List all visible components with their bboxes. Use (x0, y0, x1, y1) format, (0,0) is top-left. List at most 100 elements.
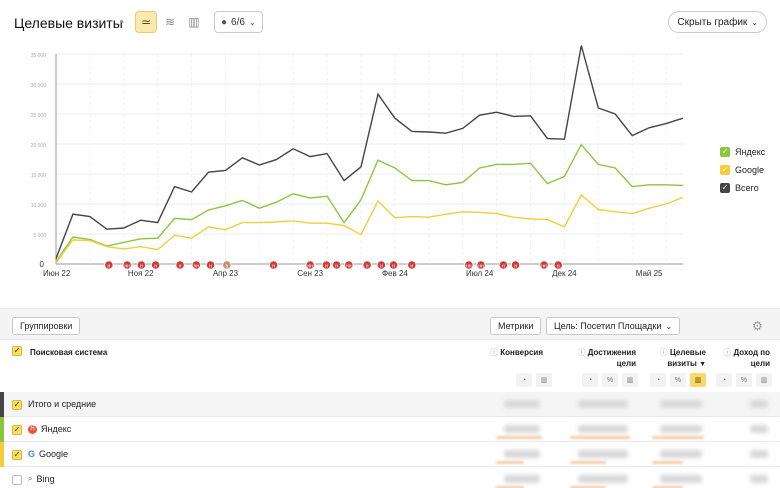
event-marker (191, 260, 202, 270)
event-marker-label: в (225, 263, 228, 269)
event-marker-label: н (272, 263, 275, 269)
row-checkbox[interactable] (12, 475, 22, 485)
obscured-value (578, 475, 628, 483)
event-marker (388, 260, 399, 270)
share-underline (652, 436, 704, 439)
bar-chart-icon[interactable]: ▥ (756, 373, 772, 387)
legend-checkbox[interactable]: ✓ (720, 165, 730, 175)
legend-item[interactable]: ✓ Яндекс (720, 143, 765, 161)
column-label: Доход по цели (733, 348, 770, 368)
obscured-value (750, 425, 768, 433)
x-tick-label: Дек 24 (552, 269, 577, 278)
pie-chart-button[interactable]: ◔ (110, 11, 132, 33)
event-marker-label: н (502, 263, 505, 269)
chevron-down-icon: ⌄ (751, 17, 758, 27)
column-header-goal-revenue[interactable]: ⓘ Доход по цели (718, 347, 770, 369)
gear-icon[interactable]: ⚙ (752, 319, 763, 333)
bar-chart-button[interactable]: ▥ (183, 11, 205, 33)
share-underline (496, 436, 542, 439)
pie-icon[interactable]: ◔ (650, 373, 666, 387)
column-header-goal-visits[interactable]: ⓘ Целевые визиты ▼ (648, 347, 706, 370)
column-header-goal-reaches[interactable]: ⓘ Достижения цели (566, 347, 636, 369)
column-header-conversion[interactable]: ⓘ Конверсия (490, 347, 558, 358)
grouping-label: Группировки (20, 321, 73, 331)
chevron-down-icon: ⌄ (248, 17, 256, 27)
select-all-checkbox[interactable]: ✓ (12, 346, 22, 356)
line-chart-icon: ≃ (140, 15, 152, 29)
goal-select[interactable]: Цель: Посетил Площадки ⌄ (546, 317, 681, 335)
percent-icon[interactable]: % (602, 373, 618, 387)
legend-item[interactable]: ✓ Всего (720, 179, 765, 197)
obscured-value (660, 450, 702, 458)
dimension-header[interactable]: Поисковая система (30, 348, 108, 357)
area-chart-button[interactable]: ≋ (159, 11, 181, 33)
event-marker-label: нн (466, 263, 472, 269)
event-marker (136, 260, 147, 270)
table-row[interactable]: ✓ Итого и средние (0, 392, 780, 417)
area-chart-icon: ≋ (164, 15, 176, 29)
event-marker-label: нн (478, 263, 484, 269)
obscured-value (578, 450, 628, 458)
conversion-view-toggles: ◔ ▥ (516, 373, 552, 387)
row-label: Я Яндекс (28, 424, 71, 434)
grouping-button[interactable]: Группировки (12, 317, 81, 335)
event-marker-label: н (410, 263, 413, 269)
event-marker (376, 260, 387, 270)
percent-icon[interactable]: % (736, 373, 752, 387)
row-checkbox[interactable]: ✓ (12, 400, 22, 410)
metrics-label: Метрики (498, 321, 534, 331)
obscured-value (504, 400, 540, 408)
yandex-icon: Я (28, 424, 37, 434)
y-tick-label: 25 000 (31, 113, 47, 119)
line-chart: 0 5 000 10 000 15 000 20 000 25 000 30 000 35 0… (31, 45, 684, 278)
bar-chart-icon[interactable]: ▥ (622, 373, 638, 387)
table-row[interactable]: ⌕ Bing (0, 467, 780, 488)
chart-legend: ✓ Яндекс ✓ Google ✓ Всего (720, 143, 765, 197)
series-line (55, 193, 684, 264)
series-color-bar (0, 442, 4, 467)
event-marker-label: нн (307, 263, 313, 269)
x-tick-label: Июл 24 (466, 269, 494, 278)
legend-label: Всего (735, 183, 759, 193)
pie-icon[interactable]: ◔ (582, 373, 598, 387)
share-underline (570, 436, 630, 439)
percent-icon[interactable]: % (670, 373, 686, 387)
legend-checkbox[interactable]: ✓ (720, 183, 730, 193)
event-marker-label: нн (124, 263, 130, 269)
event-marker-label: н (514, 263, 517, 269)
event-marker (476, 260, 486, 270)
row-label-text: Итого и средние (28, 399, 97, 409)
line-chart-button[interactable]: ≃ (135, 11, 157, 33)
comment-icon: ● (221, 16, 228, 28)
x-tick-label: Фев 24 (382, 269, 408, 278)
column-label: Целевые визиты (667, 348, 706, 368)
goal-revenue-view-toggles: ◔ % ▥ (716, 373, 772, 387)
event-marker (344, 260, 354, 270)
obscured-value (660, 475, 702, 483)
series-filter-count: 6/6 (231, 16, 245, 28)
row-checkbox[interactable]: ✓ (12, 425, 22, 435)
hide-chart-button[interactable]: Скрыть график ⌄ (668, 11, 767, 33)
event-marker (150, 260, 161, 270)
table-row[interactable]: ✓ G Google (0, 442, 780, 467)
series-filter-button[interactable]: ● 6/6 ⌄ (214, 11, 263, 33)
share-underline (652, 461, 684, 464)
event-marker (510, 260, 521, 270)
legend-checkbox[interactable]: ✓ (720, 147, 730, 157)
row-checkbox[interactable]: ✓ (12, 450, 22, 460)
bar-chart-icon: ▥ (188, 15, 200, 29)
event-marker-label: н (140, 263, 143, 269)
obscured-value (750, 400, 768, 408)
metrics-button[interactable]: Метрики (490, 317, 542, 335)
google-icon: G (28, 449, 36, 459)
pie-icon[interactable]: ◔ (716, 373, 732, 387)
event-marker (321, 260, 332, 270)
share-underline (570, 461, 606, 464)
legend-item[interactable]: ✓ Google (720, 161, 765, 179)
table-row[interactable]: ✓ Я Яндекс (0, 417, 780, 442)
bar-chart-icon[interactable]: ▥ (536, 373, 552, 387)
bar-chart-icon[interactable]: ▥ (690, 373, 706, 387)
pie-icon[interactable]: ◔ (516, 373, 532, 387)
event-marker-label: н (392, 263, 395, 269)
row-label-text: Google (39, 449, 69, 459)
